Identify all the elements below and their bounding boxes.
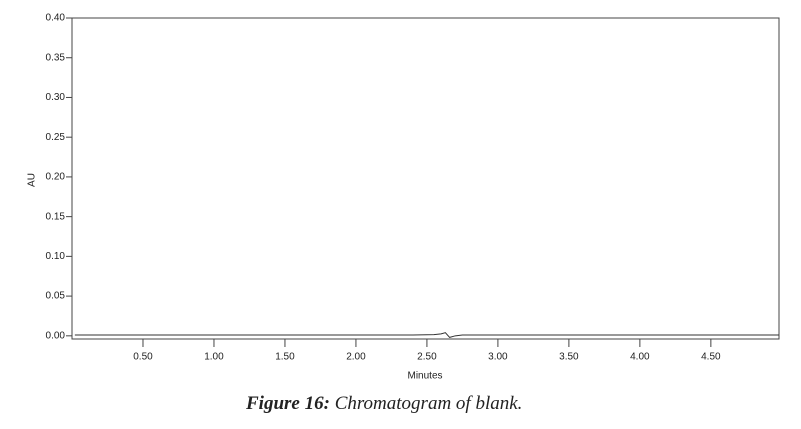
x-tick-label: 2.50	[417, 352, 437, 363]
x-tick-label: 1.00	[204, 352, 224, 363]
x-tick-label: 3.00	[488, 352, 508, 363]
y-tick-label: 0.05	[46, 291, 66, 302]
y-tick-label: 0.30	[46, 92, 66, 103]
x-tick-label: 4.50	[701, 352, 721, 363]
y-tick-label: 0.15	[46, 211, 66, 222]
y-tick-label: 0.00	[46, 330, 66, 341]
x-tick-label: 3.50	[559, 352, 579, 363]
x-tick-label: 4.00	[630, 352, 650, 363]
data-line	[74, 332, 779, 338]
x-axis-label: Minutes	[407, 371, 442, 382]
figure-label: Figure 16:	[245, 393, 330, 414]
caption: Figure 16: Chromatogram of blank.	[245, 393, 522, 414]
y-tick-label: 0.20	[46, 172, 66, 183]
y-tick-label: 0.40	[46, 13, 66, 24]
y-axis-label: AU	[27, 173, 38, 187]
y-tick-label: 0.10	[46, 251, 66, 262]
y-tick-label: 0.35	[46, 52, 66, 63]
y-tick-label: 0.25	[46, 132, 66, 143]
x-tick-label: 0.50	[133, 352, 153, 363]
x-tick-label: 2.00	[346, 352, 366, 363]
x-tick-label: 1.50	[275, 352, 295, 363]
plot-frame	[71, 17, 780, 340]
caption-text: Chromatogram of blank.	[335, 393, 523, 414]
